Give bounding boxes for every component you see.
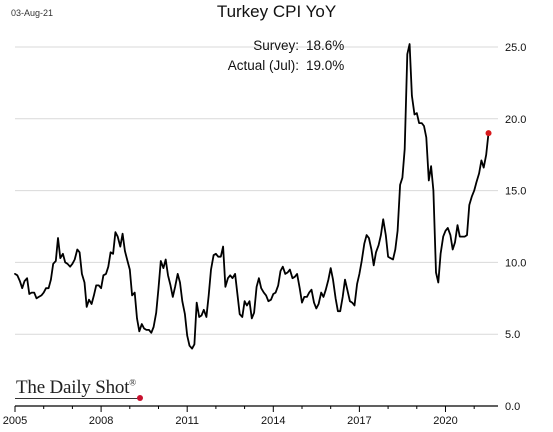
series-group: [14, 43, 492, 350]
brand-dot: [137, 395, 143, 401]
y-tick-label: 0.0: [505, 401, 520, 413]
brand-logo: The Daily Shot®: [16, 377, 136, 399]
series-line: [14, 43, 490, 350]
latest-point-marker: [485, 130, 492, 137]
y-tick-label: 15.0: [505, 186, 526, 198]
x-tick-label: 2005: [3, 415, 27, 427]
chart-title: Turkey CPI YoY: [216, 2, 337, 21]
x-tick-label: 2017: [347, 415, 371, 427]
x-axis: 2005 2008 2011 2014 2017 2020: [3, 405, 498, 427]
annotation-survey: Survey: 18.6%: [0, 38, 553, 56]
brand-registered-mark: ®: [129, 377, 136, 388]
annotation-actual: Actual (Jul): 19.0%: [0, 58, 553, 76]
annotation-survey-value: 18.6%: [306, 38, 345, 53]
y-tick-label: 20.0: [505, 114, 526, 126]
x-tick-label: 2011: [175, 415, 199, 427]
annotation-actual-label: Actual (Jul):: [227, 58, 299, 73]
date-stamp: 03-Aug-21: [11, 8, 54, 18]
brand-logo-text: The Daily Shot: [16, 377, 130, 398]
annotation-actual-value: 19.0%: [306, 58, 345, 73]
x-tick-label: 2014: [261, 415, 285, 427]
y-tick-label: 25.0: [505, 42, 526, 54]
y-tick-label: 5.0: [505, 329, 520, 341]
y-axis: 0.0 5.0 10.0 15.0 20.0 25.0: [505, 42, 526, 413]
annotation-survey-label: Survey:: [253, 38, 299, 53]
x-tick-label: 2008: [89, 415, 113, 427]
brand-underline: [15, 398, 141, 399]
y-tick-label: 10.0: [505, 257, 526, 269]
x-tick-label: 2020: [433, 415, 457, 427]
